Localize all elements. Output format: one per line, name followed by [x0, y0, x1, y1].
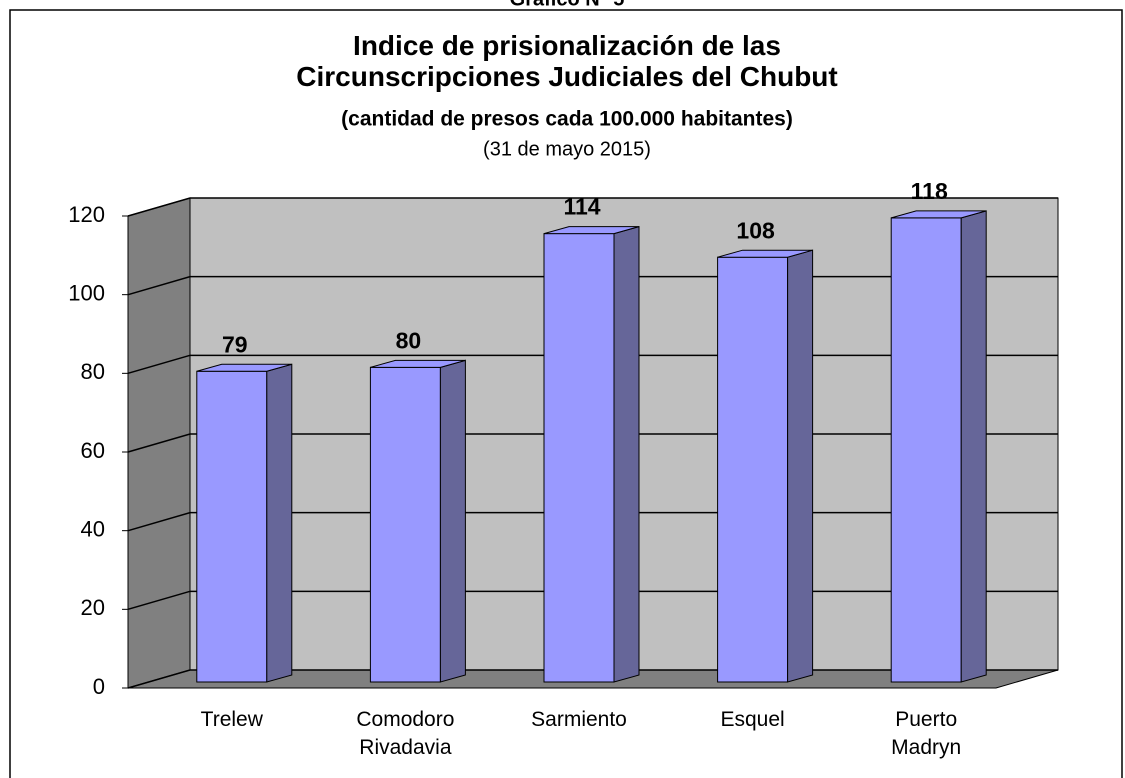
- x-tick-label: Puerto Madryn: [891, 708, 961, 759]
- y-tick-label: 80: [81, 359, 105, 384]
- supertitle: Gráfico N° 5: [510, 0, 625, 10]
- bar-front: [717, 256, 789, 683]
- chart-title: Indice de prisionalización de las Circuns…: [296, 30, 837, 92]
- bar-side: [613, 225, 640, 683]
- x-tick-label: Comodoro Rivadavia: [356, 708, 454, 759]
- y-tick-label: 60: [81, 438, 105, 463]
- x-tick-label: Trelew: [201, 708, 264, 731]
- y-tick-label: 40: [81, 516, 105, 541]
- data-label: 79: [222, 331, 248, 357]
- y-tick-label: 20: [81, 595, 105, 620]
- bar-side: [787, 249, 814, 683]
- bar-front: [369, 366, 441, 683]
- x-tick-label: Esquel: [720, 708, 784, 731]
- x-tick-label: Sarmiento: [531, 708, 627, 731]
- bar-side: [266, 363, 293, 683]
- bar-top: [196, 363, 292, 372]
- grid-line: [127, 197, 1058, 217]
- bar-side: [960, 210, 987, 683]
- bar-front: [543, 233, 615, 683]
- date-note: (31 de mayo 2015): [483, 138, 651, 160]
- data-label: 80: [396, 327, 422, 353]
- bar-top: [717, 249, 813, 258]
- bar-front: [196, 370, 268, 683]
- bar-top: [543, 226, 640, 235]
- bar-front: [890, 217, 962, 683]
- bar-side: [439, 359, 466, 683]
- chart-subtitle: (cantidad de presos cada 100.000 habitan…: [341, 108, 793, 131]
- data-label: 108: [736, 217, 775, 243]
- y-tick-label: 100: [68, 280, 105, 305]
- y-tick-label: 120: [68, 202, 105, 227]
- y-tick-label: 0: [93, 674, 105, 699]
- bar-top: [370, 359, 466, 368]
- data-label: 118: [911, 178, 948, 204]
- bar-top: [891, 210, 987, 219]
- data-label: 114: [563, 194, 600, 220]
